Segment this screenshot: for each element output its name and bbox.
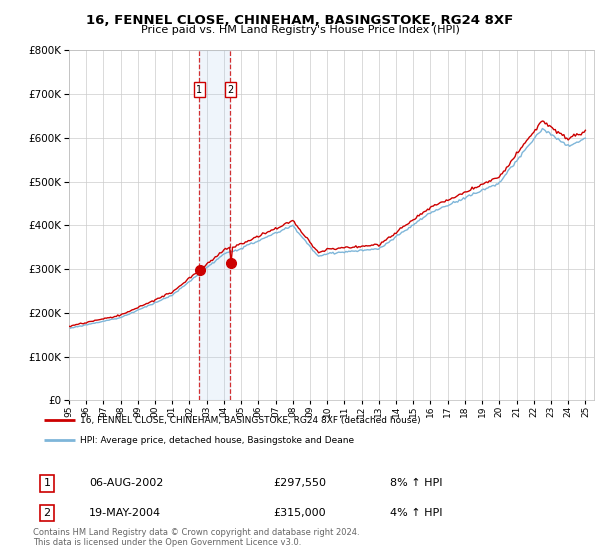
Text: £315,000: £315,000 — [273, 508, 326, 518]
Bar — [199, 50, 230, 400]
Text: 06-AUG-2002: 06-AUG-2002 — [89, 478, 163, 488]
Text: £297,550: £297,550 — [273, 478, 326, 488]
Text: 8% ↑ HPI: 8% ↑ HPI — [390, 478, 443, 488]
Text: Price paid vs. HM Land Registry's House Price Index (HPI): Price paid vs. HM Land Registry's House … — [140, 25, 460, 35]
Text: 2: 2 — [43, 508, 50, 518]
Text: 19-MAY-2004: 19-MAY-2004 — [89, 508, 161, 518]
Text: Contains HM Land Registry data © Crown copyright and database right 2024.
This d: Contains HM Land Registry data © Crown c… — [33, 528, 359, 547]
Text: 16, FENNEL CLOSE, CHINEHAM, BASINGSTOKE, RG24 8XF (detached house): 16, FENNEL CLOSE, CHINEHAM, BASINGSTOKE,… — [80, 416, 421, 424]
Text: 1: 1 — [196, 85, 203, 95]
Text: 4% ↑ HPI: 4% ↑ HPI — [390, 508, 443, 518]
Text: 1: 1 — [43, 478, 50, 488]
Text: 2: 2 — [227, 85, 233, 95]
Text: 16, FENNEL CLOSE, CHINEHAM, BASINGSTOKE, RG24 8XF: 16, FENNEL CLOSE, CHINEHAM, BASINGSTOKE,… — [86, 14, 514, 27]
Text: HPI: Average price, detached house, Basingstoke and Deane: HPI: Average price, detached house, Basi… — [80, 436, 355, 445]
